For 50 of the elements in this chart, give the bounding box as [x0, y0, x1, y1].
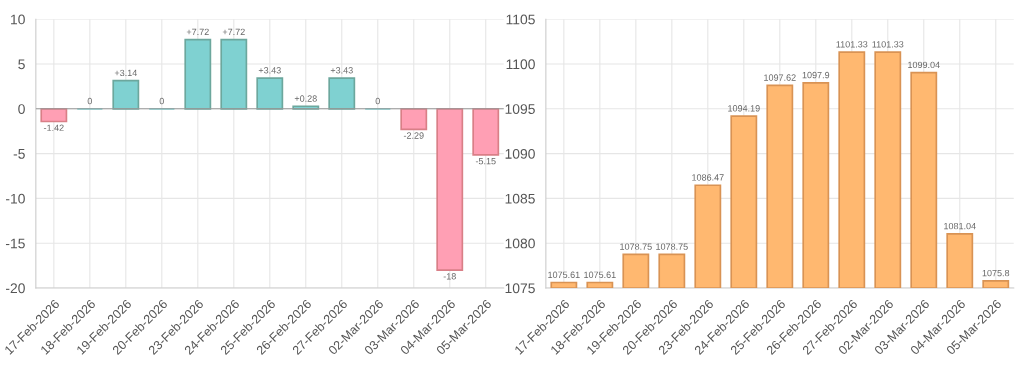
- data-label: 1081.04: [944, 222, 976, 230]
- y-tick-label: -10: [5, 193, 25, 204]
- y-tick-label: 1085: [505, 193, 535, 204]
- y-tick-label: 5: [18, 59, 25, 70]
- bar: [256, 77, 284, 110]
- data-label: -5.15: [475, 158, 496, 165]
- y-tick-label: 1100: [506, 59, 535, 70]
- data-label: 1101.33: [836, 41, 868, 48]
- data-label: 1097.9: [802, 71, 830, 79]
- y-tick-label: -20: [5, 283, 25, 294]
- y-tick-label: 1090: [505, 148, 535, 159]
- data-label: 1078.75: [656, 243, 688, 250]
- data-label: +7.72: [186, 28, 209, 35]
- data-label: 1094.19: [728, 105, 760, 112]
- data-label: -18: [443, 273, 456, 280]
- bar: [400, 107, 428, 131]
- y-tick-label: 1075: [505, 283, 535, 294]
- y-tick-label: 1080: [505, 238, 535, 249]
- bar: [112, 79, 140, 110]
- data-label: 1101.33: [872, 41, 904, 48]
- bar: [40, 107, 68, 123]
- bar: [328, 77, 356, 110]
- data-label: 1097.62: [764, 74, 796, 81]
- bar: [292, 105, 320, 110]
- data-label: +3.43: [258, 67, 281, 74]
- bar: [472, 107, 500, 156]
- data-label: 0: [87, 97, 92, 105]
- data-label: 0: [375, 97, 380, 105]
- data-label: 1086.47: [692, 174, 724, 181]
- y-tick-label: 1105: [506, 14, 535, 25]
- data-label: 1075.8: [982, 269, 1010, 277]
- data-label: +3.14: [114, 69, 137, 77]
- data-label: +0.28: [294, 95, 317, 102]
- y-tick-label: 10: [11, 14, 25, 25]
- data-label: -1.42: [43, 124, 64, 131]
- data-label: -2.29: [403, 132, 424, 139]
- y-tick-label: -15: [5, 238, 25, 249]
- y-tick-label: 0: [18, 104, 25, 114]
- data-label: +3.43: [330, 67, 353, 74]
- data-label: 1075.61: [584, 271, 616, 278]
- y-tick-label: 1095: [505, 104, 535, 114]
- bar: [436, 107, 464, 271]
- data-label: 1099.04: [908, 61, 940, 69]
- data-label: +7.72: [222, 28, 245, 35]
- bar: [184, 38, 212, 110]
- data-label: 1075.61: [548, 271, 580, 278]
- y-tick-label: -5: [13, 149, 25, 159]
- data-label: 0: [159, 97, 164, 105]
- bar: [220, 38, 248, 110]
- data-label: 1078.75: [620, 243, 652, 250]
